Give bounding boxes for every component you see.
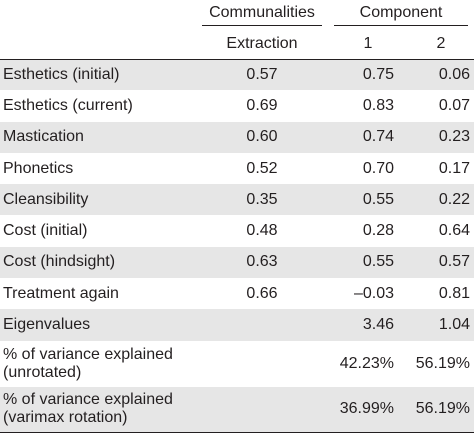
row-label: Esthetics (initial) bbox=[0, 59, 196, 91]
component-1-value: 0.55 bbox=[328, 184, 408, 216]
extraction-value bbox=[196, 386, 328, 434]
row-label-line-2: (varimax rotation) bbox=[3, 409, 128, 427]
table-row-variance-varimax: % of variance explained (varimax rotation… bbox=[0, 386, 474, 434]
component-2-value: 56.19% bbox=[415, 354, 470, 372]
extraction-value bbox=[196, 309, 328, 341]
row-label: % of variance explained (varimax rotation… bbox=[0, 386, 196, 434]
row-label-line-2: (unrotated) bbox=[3, 363, 82, 381]
row-label: Eigenvalues bbox=[0, 309, 196, 341]
component-2-value: 0.57 bbox=[408, 246, 474, 279]
component-2-value: 0.23 bbox=[408, 121, 474, 153]
extraction-value: 0.57 bbox=[196, 59, 328, 91]
component-2-value: 56.19% bbox=[408, 386, 474, 434]
table-row: Treatment again 0.66 –0.03 0.81 bbox=[0, 278, 474, 309]
component-2-value: 1.04 bbox=[408, 309, 474, 341]
row-label: Cost (hindsight) bbox=[0, 246, 196, 279]
subheader-component-2: 2 bbox=[408, 29, 474, 60]
extraction-value: 0.52 bbox=[246, 159, 278, 177]
table-row: Mastication 0.60 0.74 0.23 bbox=[0, 121, 474, 153]
row-label: Cleansibility bbox=[0, 184, 196, 216]
component-2-value: 0.17 bbox=[438, 159, 470, 177]
table-row: Phonetics 0.52 0.70 0.17 bbox=[0, 153, 474, 184]
component-1-value: 3.46 bbox=[328, 309, 408, 341]
row-label-line-1: % of variance explained bbox=[3, 391, 173, 409]
table-row-eigenvalues: Eigenvalues 3.46 1.04 bbox=[0, 309, 474, 341]
row-label-line-1: % of variance explained bbox=[3, 345, 173, 363]
extraction-value: 0.69 bbox=[246, 96, 278, 114]
component-1-value: –0.03 bbox=[353, 284, 394, 302]
row-label: Mastication bbox=[0, 121, 196, 153]
header-communalities: Communalities bbox=[196, 0, 328, 29]
row-label: Phonetics bbox=[3, 159, 74, 177]
row-label: Treatment again bbox=[3, 284, 119, 302]
component-1-value: 42.23% bbox=[339, 354, 394, 372]
table-row-variance-unrotated: % of variance explained (unrotated) 42.23… bbox=[0, 341, 474, 387]
component-1-value: 0.74 bbox=[328, 121, 408, 153]
component-2-value: 0.06 bbox=[408, 59, 474, 91]
row-label: Esthetics (current) bbox=[3, 96, 133, 114]
subheader-component-1: 1 bbox=[328, 29, 408, 60]
component-2-value: 0.81 bbox=[438, 284, 470, 302]
subheader-extraction: Extraction bbox=[196, 29, 328, 60]
component-2-value: 0.07 bbox=[438, 96, 470, 114]
header-empty-cell bbox=[0, 0, 196, 29]
component-1-value: 0.75 bbox=[328, 59, 408, 91]
row-label: Cost (initial) bbox=[3, 222, 88, 240]
extraction-value: 0.63 bbox=[196, 246, 328, 279]
component-1-value: 0.55 bbox=[328, 246, 408, 279]
extraction-value: 0.60 bbox=[196, 121, 328, 153]
subheader-empty-cell bbox=[0, 29, 196, 60]
table-row: Cost (hindsight) 0.63 0.55 0.57 bbox=[0, 246, 474, 279]
component-1-value: 36.99% bbox=[328, 386, 408, 434]
extraction-value: 0.48 bbox=[246, 222, 278, 240]
component-2-value: 0.22 bbox=[408, 184, 474, 216]
extraction-value: 0.35 bbox=[196, 184, 328, 216]
component-1-value: 0.28 bbox=[362, 222, 394, 240]
table-row: Esthetics (current) 0.69 0.83 0.07 bbox=[0, 90, 474, 121]
component-1-value: 0.83 bbox=[362, 96, 394, 114]
component-2-value: 0.64 bbox=[438, 222, 470, 240]
header-component: Component bbox=[328, 0, 474, 29]
table-row: Esthetics (initial) 0.57 0.75 0.06 bbox=[0, 59, 474, 91]
table-row: Cost (initial) 0.48 0.28 0.64 bbox=[0, 215, 474, 246]
extraction-value: 0.66 bbox=[246, 284, 278, 302]
table-row: Cleansibility 0.35 0.55 0.22 bbox=[0, 184, 474, 216]
component-1-value: 0.70 bbox=[362, 159, 394, 177]
extraction-value bbox=[196, 341, 328, 387]
row-label: % of variance explained (unrotated) bbox=[0, 341, 196, 387]
